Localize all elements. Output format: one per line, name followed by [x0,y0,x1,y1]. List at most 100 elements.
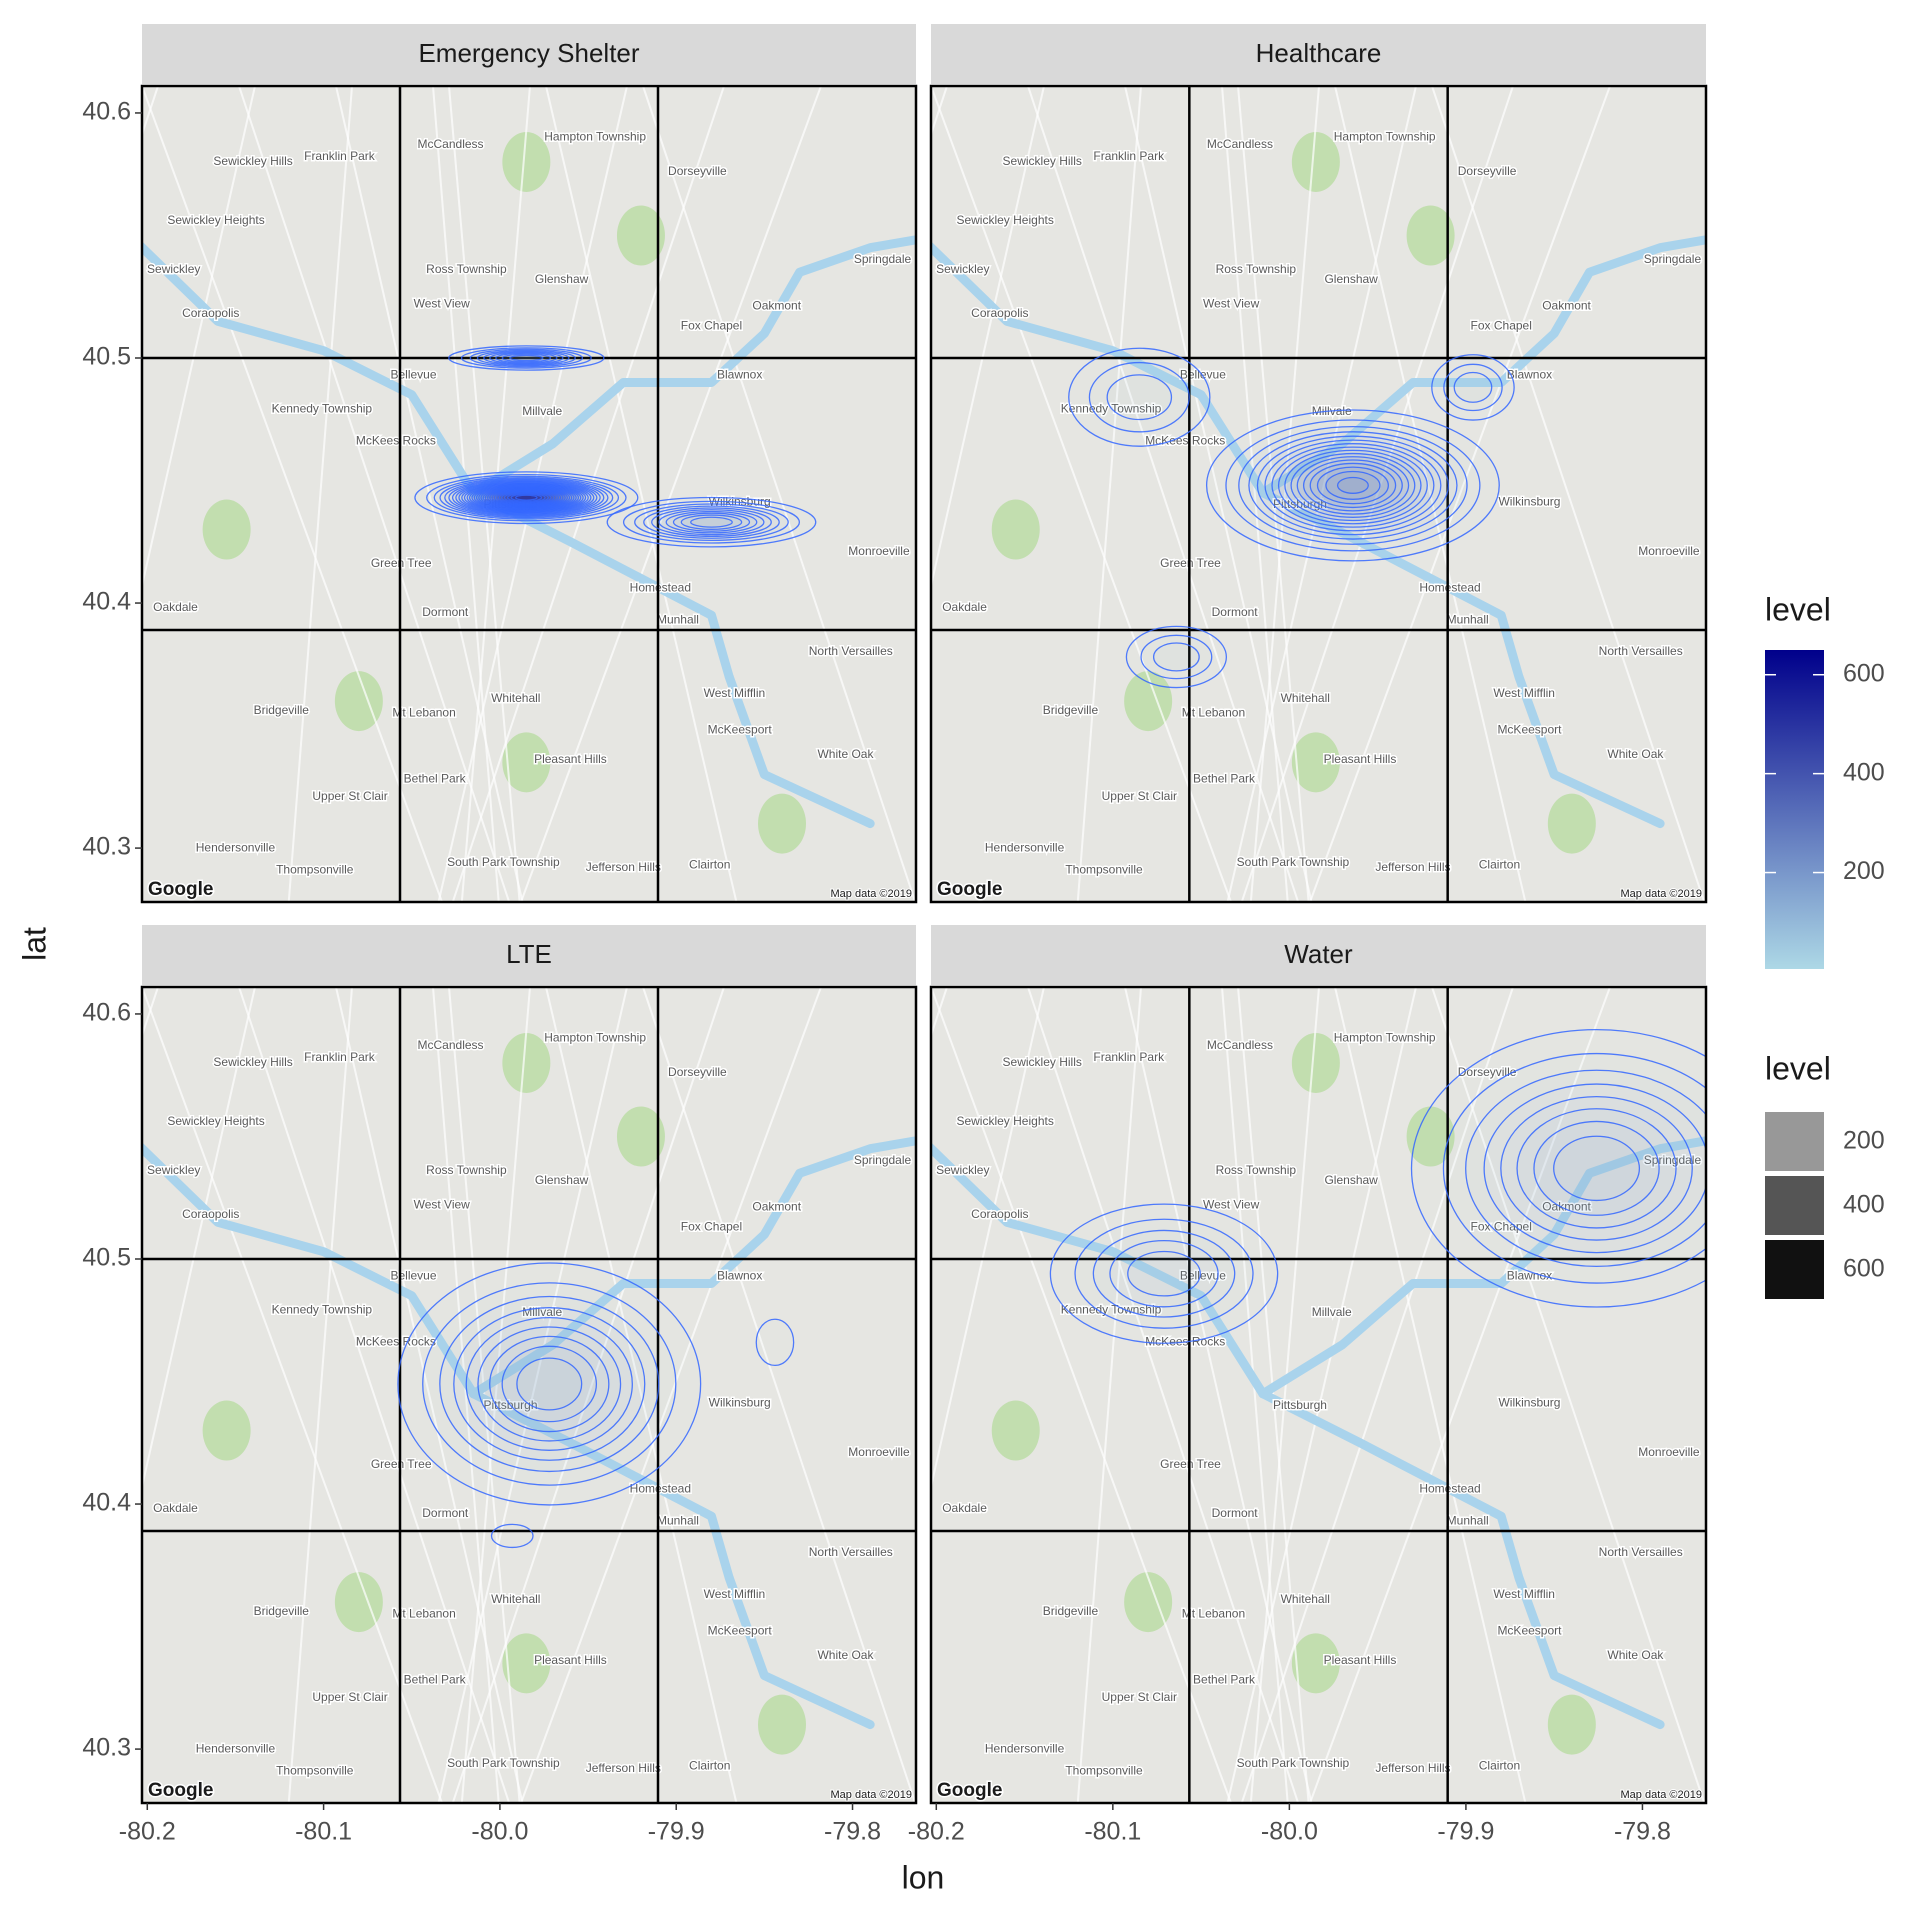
place-label: Munhall [1447,1513,1489,1527]
road [1309,987,1611,1803]
place-label: Oakdale [153,1501,198,1515]
place-label: Blawnox [1507,367,1552,381]
place-label: McKeesport [708,1624,773,1638]
place-label: Oakmont [752,299,801,313]
place-label: Whitehall [491,691,540,705]
facet-title: Emergency Shelter [418,38,639,68]
road [142,86,256,591]
place-label: South Park Township [1237,1756,1350,1770]
road [1221,86,1289,902]
park [502,131,551,192]
place-label: North Versailles [1599,1545,1683,1559]
road [1334,86,1527,902]
place-label: Blawnox [1507,1268,1552,1282]
place-label: White Oak [817,747,874,761]
place-label: Fox Chapel [1471,318,1532,332]
legend-key [1765,1176,1824,1235]
place-label: Dormont [422,1506,469,1520]
road [238,987,511,1803]
place-label: Coraopolis [971,306,1028,320]
place-label: Jefferson Hills [586,860,661,874]
place-label: Coraopolis [971,1207,1028,1221]
place-label: South Park Township [1237,855,1350,869]
place-label: Sewickley Hills [1003,1055,1082,1069]
road [642,987,916,1803]
x-tick-label: -79.9 [1437,1818,1494,1846]
density-contour [439,1295,660,1473]
place-label: Munhall [657,612,699,626]
place-label: McKeesport [708,723,773,737]
panel-border [140,84,918,904]
place-label: Oakdale [942,600,987,614]
place-label: Franklin Park [1093,1050,1165,1064]
place-label: McKees Rocks [356,1334,436,1348]
place-label: Sewickley Hills [213,154,292,168]
density-contour [1049,1203,1279,1344]
river [468,1389,875,1730]
facet-title: Healthcare [1256,38,1382,68]
place-label: Thompsonville [276,1763,354,1777]
density-contour [690,516,733,528]
place-label: North Versailles [809,644,893,658]
place-label: Mt Lebanon [1182,705,1245,719]
facet-strip [142,24,916,84]
y-tick-label: 40.4 [82,1489,131,1517]
park [991,1400,1040,1461]
legend-label: 200 [1843,1127,1885,1155]
place-label: Monroeville [848,1445,910,1459]
place-label: Ross Township [1216,1163,1297,1177]
map-panel: Sewickley Hills Franklin Park McCandless Ha… [142,987,916,1803]
place-label: McKees Rocks [1145,433,1225,447]
x-tick-label: -80.1 [295,1818,352,1846]
density-contour [1325,470,1381,500]
density-contour [1205,409,1500,562]
place-label: Pleasant Hills [534,1653,607,1667]
density-contour [453,1307,646,1461]
place-label: McKees Rocks [356,433,436,447]
density-contour [397,1262,702,1506]
place-label: Green Tree [1160,556,1221,570]
park [334,671,383,732]
density-contour [1238,425,1468,545]
place-label: Jefferson Hills [1375,860,1450,874]
place-label: Mt Lebanon [392,705,455,719]
road [142,987,159,1039]
y-tick-label: 40.4 [82,588,131,616]
place-label: Sewickley Heights [956,213,1053,227]
place-label: Dorseyville [1458,1065,1517,1079]
place-label: McKees Rocks [1145,1334,1225,1348]
park [1291,131,1340,192]
river [468,488,875,829]
park [758,793,807,854]
place-label: Sewickley Heights [956,1114,1053,1128]
road [142,987,443,1803]
place-label: White Oak [1607,1648,1664,1662]
y-tick-label: 40.5 [82,343,131,371]
place-label: Munhall [1447,612,1489,626]
place-label: Bridgeville [254,1604,310,1618]
road [642,86,916,902]
park [502,1633,551,1694]
x-tick-label: -79.8 [1614,1818,1671,1846]
place-label: Bridgeville [1043,703,1099,717]
park [758,1694,807,1755]
density-contour [1336,476,1369,494]
y-tick-label: 40.3 [82,1734,131,1762]
park [1291,732,1340,793]
place-label: Glenshaw [1324,272,1378,286]
place-label: Upper St Clair [1102,1690,1177,1704]
place-label: Green Tree [371,556,432,570]
density-contour [1443,363,1503,412]
density-contour [658,509,765,536]
park [1547,1694,1596,1755]
place-label: Bethel Park [404,772,467,786]
colorbar-label: 200 [1843,857,1885,885]
map-logo: Google [148,879,213,900]
place-label: Sewickley Heights [167,213,264,227]
place-label: Homestead [630,581,691,595]
place-label: South Park Township [447,855,560,869]
place-label: Bethel Park [1193,1673,1256,1687]
road [1431,987,1706,1803]
facet-title: Water [1284,939,1353,969]
map-credit: Map data ©2019 [1621,888,1703,900]
